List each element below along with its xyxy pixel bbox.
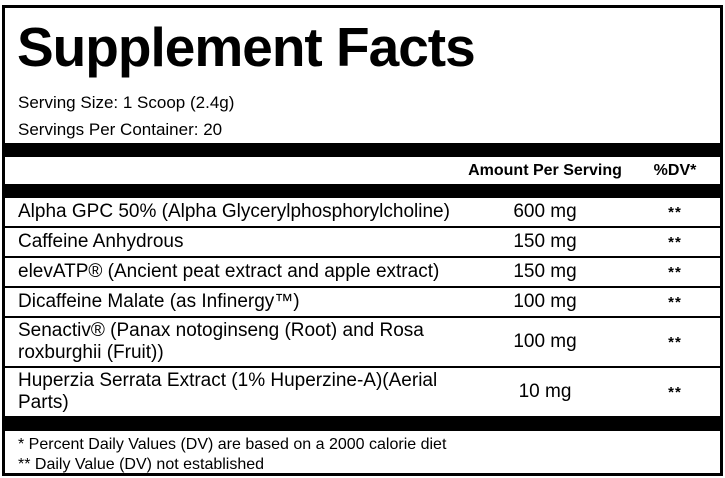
column-header-amount: Amount Per Serving [468, 161, 622, 179]
ingredient-amount: 150 mg [513, 231, 577, 252]
ingredient-amount: 100 mg [513, 331, 577, 352]
ingredient-amount: 150 mg [513, 261, 577, 282]
table-row: Caffeine Anhydrous 150 mg ** [5, 228, 720, 258]
ingredient-dv: ** [668, 293, 682, 311]
ingredient-dv: ** [668, 233, 682, 251]
footnote-percent-dv: * Percent Daily Values (DV) are based on… [18, 436, 447, 453]
ingredient-rows: Alpha GPC 50% (Alpha Glycerylphosphorylc… [5, 198, 720, 416]
ingredient-dv: ** [668, 263, 682, 281]
table-row: Huperzia Serrata Extract (1% Huperzine-A… [5, 368, 720, 416]
footnotes: * Percent Daily Values (DV) are based on… [5, 431, 720, 473]
ingredient-name: Dicaffeine Malate (as Infinergy™) [18, 291, 300, 312]
ingredient-dv: ** [668, 383, 682, 401]
ingredient-dv: ** [668, 333, 682, 351]
ingredient-amount: 600 mg [513, 201, 577, 222]
table-column-header-row: Amount Per Serving %DV* [5, 157, 720, 184]
page-title: Supplement Facts [17, 16, 476, 78]
thick-divider-header [5, 184, 720, 198]
thick-divider-top [5, 143, 720, 157]
column-header-dv: %DV* [653, 161, 697, 179]
ingredient-name: Senactiv® (Panax notoginseng (Root) and … [18, 320, 424, 363]
servings-per-container-text: Servings Per Container: 20 [18, 120, 223, 139]
ingredient-name: Alpha GPC 50% (Alpha Glycerylphosphorylc… [18, 201, 450, 222]
ingredient-amount: 10 mg [518, 381, 572, 402]
ingredient-name: Caffeine Anhydrous [18, 231, 184, 252]
table-row: Dicaffeine Malate (as Infinergy™) 100 mg… [5, 288, 720, 318]
footnote-dv-not-established: ** Daily Value (DV) not established [18, 456, 265, 473]
table-row: elevATP® (Ancient peat extract and apple… [5, 258, 720, 288]
table-row: Alpha GPC 50% (Alpha Glycerylphosphorylc… [5, 198, 720, 228]
table-row: Senactiv® (Panax notoginseng (Root) and … [5, 318, 720, 368]
supplement-facts-label: Supplement Facts Serving Size: 1 Scoop (… [2, 5, 723, 476]
thick-divider-bottom [5, 416, 720, 431]
ingredient-dv: ** [668, 203, 682, 221]
ingredient-name: Huperzia Serrata Extract (1% Huperzine-A… [18, 370, 438, 413]
serving-size-text: Serving Size: 1 Scoop (2.4g) [18, 93, 235, 112]
ingredient-amount: 100 mg [513, 291, 577, 312]
ingredient-name: elevATP® (Ancient peat extract and apple… [18, 261, 440, 282]
